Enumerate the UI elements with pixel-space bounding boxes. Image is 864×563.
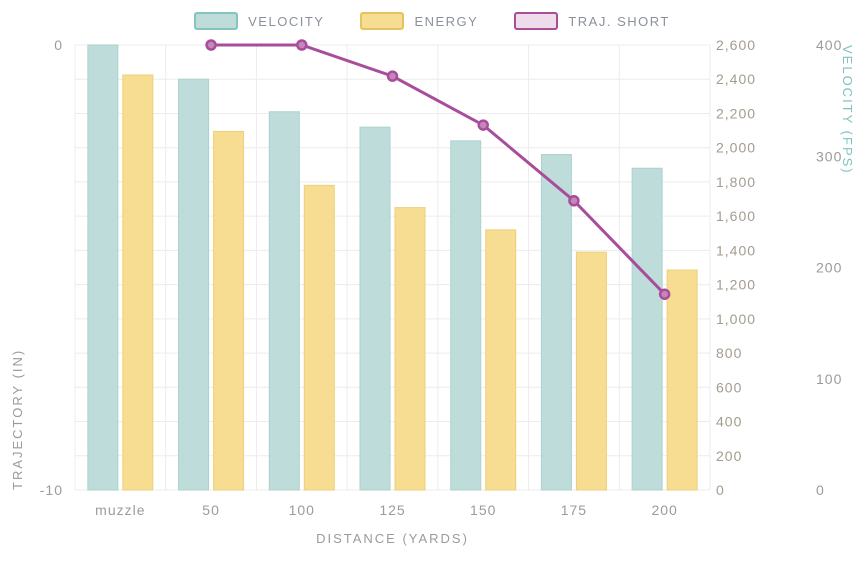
legend-label-velocity: VELOCITY	[248, 13, 325, 29]
tick-label-inner-right: 0	[716, 482, 725, 498]
bar-velocity	[540, 154, 572, 491]
bar-velocity	[268, 111, 300, 491]
bar-velocity	[178, 78, 210, 491]
legend-item-velocity[interactable]: VELOCITY	[194, 12, 324, 30]
bar-energy	[485, 229, 517, 491]
traj-short-swatch-icon	[514, 12, 559, 30]
tick-label-trajectory: -10	[40, 482, 63, 498]
tick-label-inner-right: 2,400	[716, 71, 756, 87]
bar-energy	[122, 74, 154, 491]
bar-velocity	[450, 140, 482, 491]
legend-item-traj-short[interactable]: TRAJ. SHORT	[514, 12, 670, 30]
trajectory-marker	[296, 39, 308, 51]
energy-swatch-icon	[360, 12, 405, 30]
tick-label-velocity: 100	[816, 371, 842, 387]
tick-label-inner-right: 600	[716, 379, 742, 395]
tick-label-distance: 150	[470, 502, 496, 518]
trajectory-marker	[568, 195, 580, 207]
tick-label-distance: 175	[561, 502, 587, 518]
tick-label-inner-right: 2,600	[716, 37, 756, 53]
tick-label-distance: 200	[651, 502, 677, 518]
tick-label-inner-right: 200	[716, 448, 742, 464]
bar-velocity	[631, 167, 663, 491]
legend-item-energy[interactable]: ENERGY	[360, 12, 478, 30]
bar-velocity	[359, 126, 391, 491]
tick-label-inner-right: 800	[716, 345, 742, 361]
tick-label-velocity: 400	[816, 37, 842, 53]
tick-label-inner-right: 1,400	[716, 242, 756, 258]
trajectory-line	[211, 43, 666, 296]
tick-label-inner-right: 400	[716, 414, 742, 430]
tick-label-distance: 125	[379, 502, 405, 518]
tick-label-velocity: 0	[816, 482, 825, 498]
x-axis-title-distance: DISTANCE (YARDS)	[316, 531, 469, 546]
tick-label-velocity: 200	[816, 260, 842, 276]
tick-label-distance: 100	[289, 502, 315, 518]
legend-label-energy: ENERGY	[414, 13, 479, 29]
bar-energy	[303, 184, 335, 491]
legend-label-traj-short: TRAJ. SHORT	[568, 13, 670, 29]
velocity-swatch-icon	[194, 12, 239, 30]
tick-label-distance: 50	[202, 502, 220, 518]
tick-label-velocity: 300	[816, 148, 842, 164]
tick-label-inner-right: 1,600	[716, 208, 756, 224]
bar-velocity	[87, 44, 119, 491]
bar-energy	[575, 251, 607, 491]
tick-label-inner-right: 1,200	[716, 277, 756, 293]
tick-label-trajectory: 0	[54, 37, 63, 53]
tick-label-distance: muzzle	[95, 502, 145, 518]
y-axis-title-velocity: VELOCITY (FPS)	[840, 45, 855, 175]
bar-energy	[213, 130, 245, 491]
y-axis-title-trajectory: TRAJECTORY (IN)	[10, 348, 25, 490]
trajectory-marker	[477, 119, 489, 131]
bar-energy	[666, 269, 698, 491]
trajectory-marker	[386, 70, 399, 82]
trajectory-marker	[205, 39, 217, 51]
trajectory-marker	[658, 288, 671, 300]
chart-legend: VELOCITY ENERGY TRAJ. SHORT	[0, 12, 864, 30]
tick-label-inner-right: 1,000	[716, 311, 756, 327]
tick-label-inner-right: 2,200	[716, 105, 756, 121]
tick-label-inner-right: 2,000	[716, 140, 756, 156]
bar-energy	[394, 207, 426, 491]
tick-label-inner-right: 1,800	[716, 174, 756, 190]
